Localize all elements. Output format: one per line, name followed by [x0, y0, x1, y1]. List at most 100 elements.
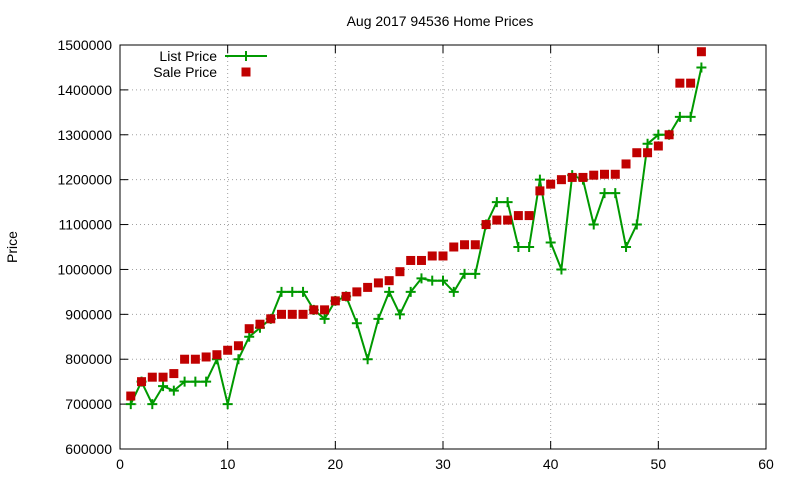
series-layer — [125, 47, 707, 410]
legend-label: Sale Price — [153, 64, 217, 80]
sale-price-point — [287, 309, 297, 319]
list-price-point — [610, 188, 621, 199]
list-price-point — [158, 381, 169, 392]
list-price-point — [513, 242, 524, 252]
sale-price-point — [556, 175, 566, 185]
sale-price-point — [341, 291, 351, 301]
list-price-point — [168, 385, 179, 396]
list-price-point — [125, 399, 136, 410]
sale-price-point — [126, 391, 136, 401]
list-price-point — [470, 268, 481, 279]
sale-price-point — [546, 179, 556, 189]
list-price-point — [524, 242, 535, 252]
sale-price-point — [503, 215, 513, 225]
list-price-point — [233, 354, 244, 365]
sale-price-point — [330, 296, 340, 306]
x-tick-label: 40 — [543, 456, 559, 472]
sale-price-point — [373, 278, 383, 288]
list-price-point — [287, 286, 298, 297]
list-price-point — [502, 197, 513, 208]
list-price-point — [545, 237, 556, 248]
sale-price-point — [395, 267, 405, 277]
list-price-point — [222, 399, 233, 410]
sale-price-point — [492, 215, 502, 225]
sale-price-point — [449, 242, 459, 252]
sale-price-point — [589, 170, 599, 180]
list-price-point — [190, 376, 201, 387]
list-price-point — [653, 129, 664, 140]
sale-price-point — [513, 211, 523, 221]
list-price-point — [631, 219, 642, 230]
y-tick-label: 1000000 — [57, 261, 112, 277]
sale-price-point — [255, 319, 265, 329]
sale-price-point — [180, 354, 190, 364]
list-price-point — [696, 62, 707, 73]
sale-price-point — [320, 305, 330, 315]
list-price-point — [556, 264, 567, 275]
sale-price-point — [233, 341, 243, 351]
legend-item: Sale Price — [153, 64, 251, 80]
list-price-point — [416, 273, 427, 284]
sale-price-point — [524, 211, 534, 221]
sale-price-point — [309, 305, 319, 315]
sale-price-point — [621, 159, 631, 169]
list-price-point — [384, 286, 395, 297]
list-price-point — [685, 111, 696, 122]
y-tick-label: 600000 — [65, 441, 112, 457]
sale-price-point — [664, 130, 674, 140]
sale-price-point — [277, 309, 286, 319]
sale-price-point — [406, 255, 416, 265]
x-tick-label: 50 — [651, 456, 667, 472]
grid — [120, 45, 766, 449]
sale-price-point — [147, 372, 157, 382]
list-price-point — [448, 286, 459, 297]
sale-price-point — [137, 377, 147, 387]
sale-price-series — [126, 47, 706, 401]
list-price-point — [588, 219, 599, 230]
sale-price-point — [653, 141, 663, 151]
list-price-point — [459, 268, 470, 279]
x-tick-label: 30 — [435, 456, 451, 472]
legend-square-swatch — [241, 67, 251, 77]
list-price-point — [438, 275, 448, 286]
sale-price-point — [610, 169, 620, 179]
sale-price-point — [427, 251, 437, 261]
y-tick-label: 1500000 — [57, 37, 112, 53]
y-tick-label: 1300000 — [57, 127, 112, 143]
list-price-point — [599, 188, 610, 199]
sale-price-point — [481, 220, 491, 230]
list-price-point — [201, 376, 212, 387]
y-axis-label: Price — [4, 231, 20, 263]
sale-price-point — [686, 78, 696, 88]
x-tick-label: 10 — [220, 456, 236, 472]
axis-ticks: 0 10 20 30 40 50 60 600000 700000 800000 900000 100… — [57, 37, 774, 472]
y-tick-label: 1100000 — [59, 217, 113, 233]
legend-cross-swatch — [241, 51, 251, 61]
list-price-point — [244, 331, 255, 342]
sale-price-point — [438, 251, 448, 261]
list-price-point — [427, 275, 438, 286]
sale-price-point — [632, 148, 642, 158]
list-price-point — [179, 376, 190, 387]
sale-price-point — [460, 240, 470, 250]
legend-item: List Price — [159, 48, 267, 64]
list-price-point — [642, 138, 653, 149]
y-tick-label: 1200000 — [57, 172, 112, 188]
sale-price-point — [643, 148, 653, 158]
x-tick-label: 60 — [758, 456, 774, 472]
sale-price-point — [567, 172, 577, 182]
y-tick-label: 900000 — [65, 306, 112, 322]
list-price-point — [147, 399, 158, 410]
list-price-point — [351, 318, 362, 329]
list-price-point — [621, 242, 632, 252]
list-price-point — [674, 111, 685, 122]
list-price-point — [405, 286, 416, 297]
sale-price-point — [212, 350, 222, 360]
sale-price-point — [298, 309, 308, 319]
legend-label: List Price — [159, 48, 217, 64]
sale-price-point — [223, 345, 233, 355]
list-price-point — [534, 174, 545, 185]
list-price-point — [491, 197, 502, 208]
sale-price-point — [470, 240, 480, 250]
